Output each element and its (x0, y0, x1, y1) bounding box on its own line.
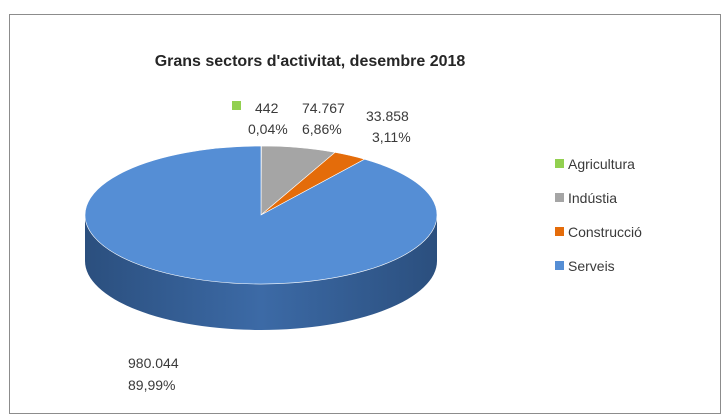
value-label-construccio: 33.858 (366, 108, 409, 124)
legend-swatch-serveis (555, 261, 564, 270)
percent-label-industia: 6,86% (302, 121, 342, 137)
percent-label-serveis: 89,99% (128, 377, 175, 393)
pie-slices (85, 146, 437, 284)
legend-label-industia: Indústia (568, 190, 617, 206)
legend-swatch-industia (555, 193, 564, 202)
chart-title: Grans sectors d'activitat, desembre 2018 (155, 53, 466, 70)
value-label-industia: 74.767 (302, 100, 345, 116)
legend-label-serveis: Serveis (568, 258, 615, 274)
percent-label-agricultura: 0,04% (248, 121, 288, 137)
legend-swatch-construccio (555, 227, 564, 236)
value-label-serveis: 980.044 (128, 355, 179, 371)
percent-label-construccio: 3,11% (372, 129, 411, 145)
legend: Agricultura Indústia Construcció Serveis (555, 156, 642, 274)
legend-label-agricultura: Agricultura (568, 156, 635, 172)
value-label-agricultura: 442 (255, 100, 279, 116)
legend-swatch-agricultura (555, 159, 564, 168)
label-marker-agricultura (232, 101, 241, 110)
legend-label-construccio: Construcció (568, 224, 642, 240)
pie-slice-serveis (85, 146, 437, 284)
